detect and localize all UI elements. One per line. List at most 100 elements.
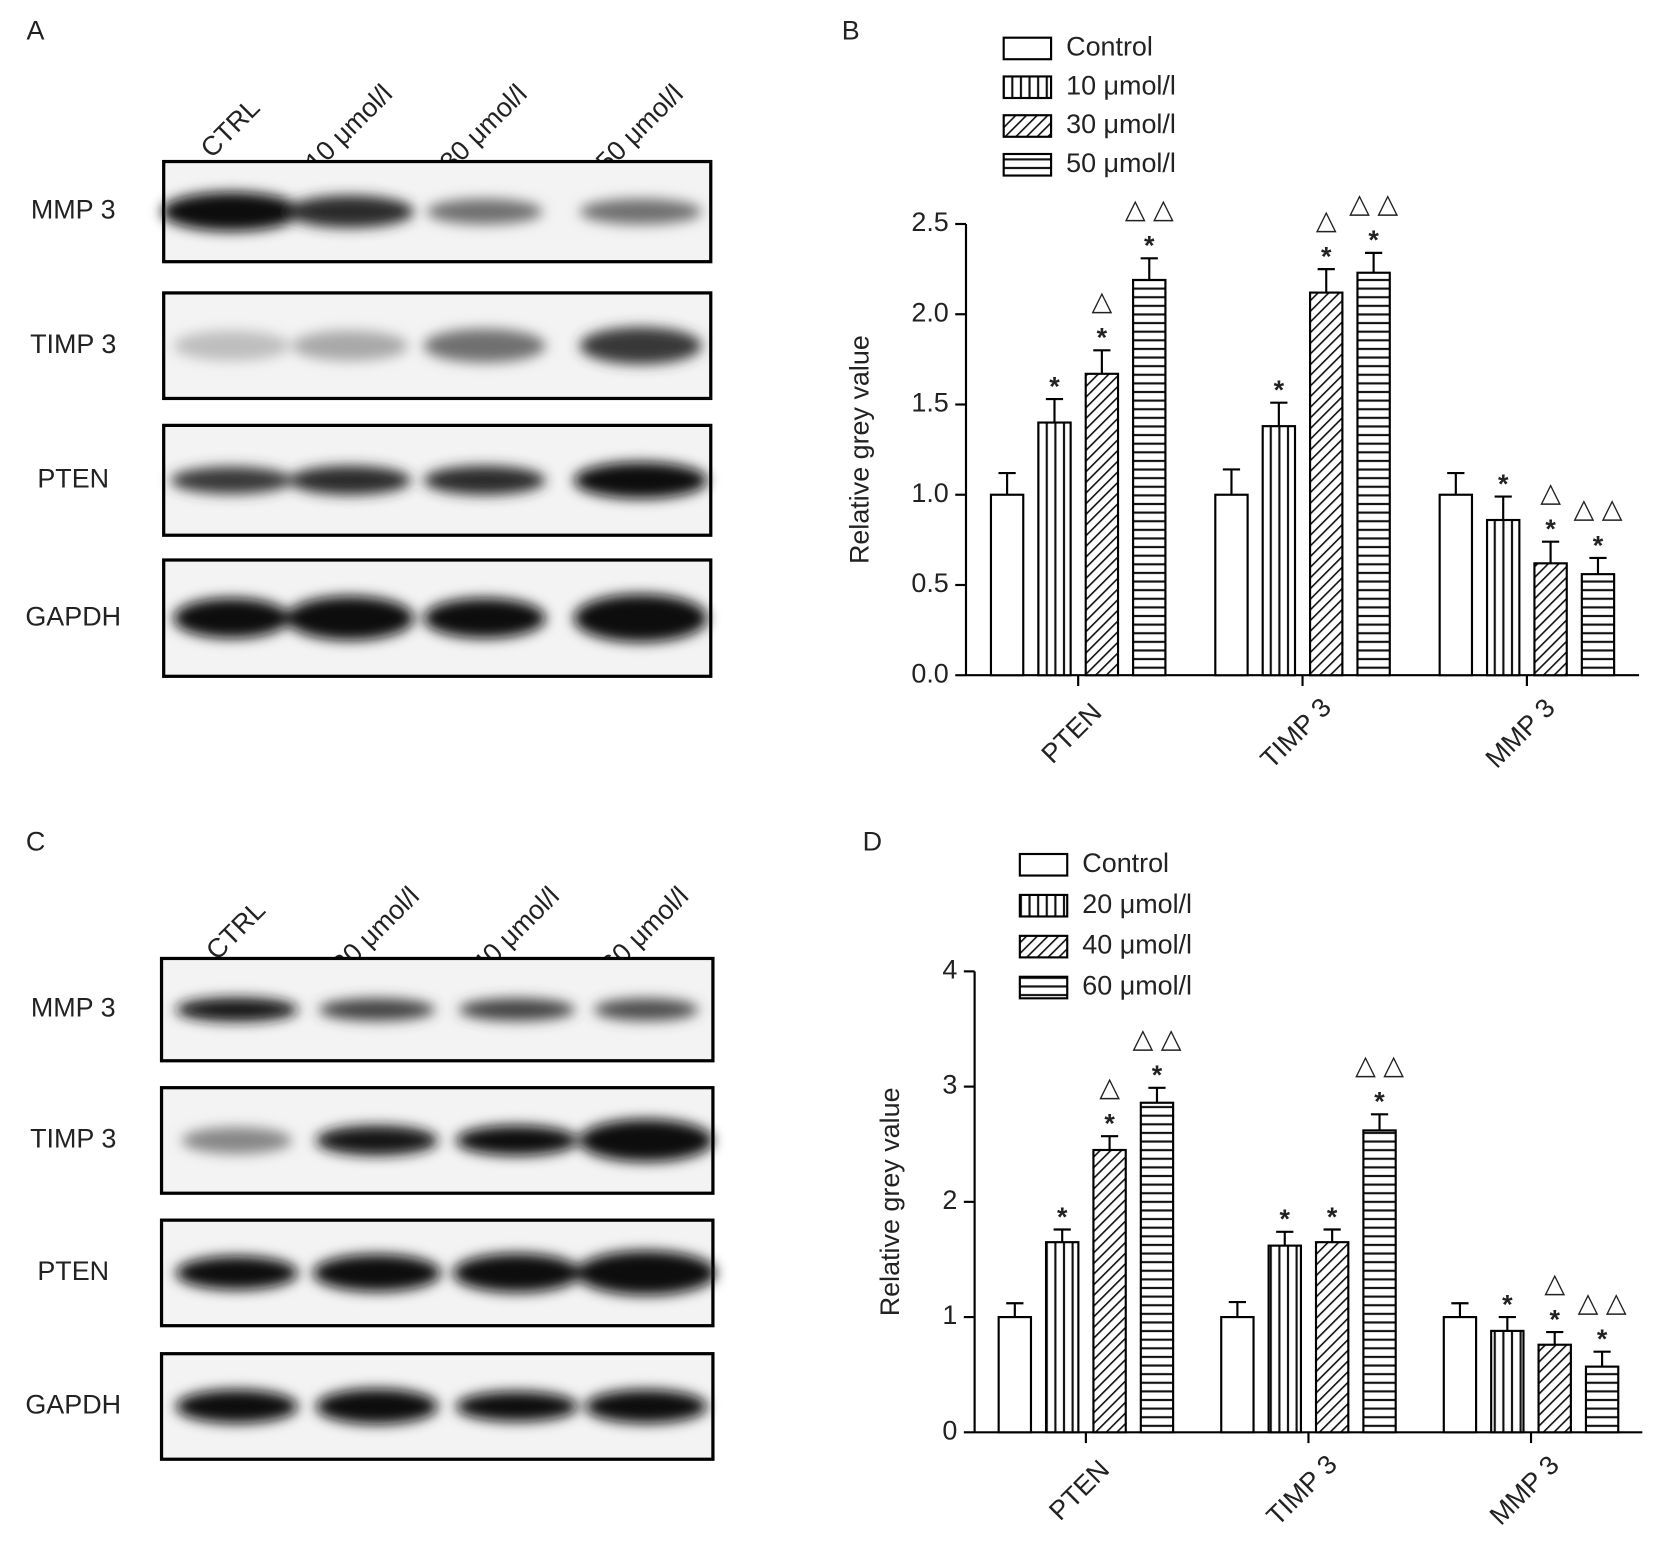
y-tick-label: 1.5: [911, 388, 948, 418]
y-tick-label: 2: [942, 1185, 957, 1215]
legend-swatch: [1018, 975, 1069, 1000]
y-tick-label: 4: [942, 954, 957, 984]
x-tick-label: TIMP 3: [1255, 692, 1337, 774]
row-label: MMP 3: [31, 993, 116, 1023]
significance-triangle: △: [1540, 477, 1561, 507]
band: [285, 596, 415, 641]
panel-letter: D: [863, 826, 882, 856]
row-label: TIMP 3: [30, 329, 116, 359]
bar: [1584, 1365, 1620, 1434]
panel-letter: A: [27, 15, 45, 45]
significance-star: *: [1597, 1324, 1608, 1354]
blot-bands: [175, 997, 699, 1022]
legend-swatch: [1002, 36, 1053, 61]
significance-star: *: [1049, 371, 1060, 401]
y-tick-label: 2.5: [911, 207, 948, 237]
lane-label: CTRL: [195, 92, 266, 163]
legend-label: 20 μmol/l: [1082, 889, 1192, 919]
bar: [989, 493, 1025, 677]
band: [181, 1127, 293, 1154]
legend-label: 30 μmol/l: [1066, 109, 1176, 139]
y-tick-label: 1: [942, 1300, 957, 1330]
bar: [1537, 1343, 1572, 1434]
significance-star: *: [1321, 241, 1332, 271]
row-label: MMP 3: [31, 195, 116, 225]
blot-bands: [175, 1388, 708, 1425]
band: [455, 1391, 579, 1422]
bar: [997, 1316, 1033, 1434]
significance-star: *: [1152, 1060, 1163, 1090]
band: [423, 598, 546, 639]
band: [291, 330, 409, 361]
x-tick-label: MMP 3: [1484, 1450, 1565, 1531]
band: [312, 1254, 441, 1292]
y-tick-label: 0.0: [911, 658, 948, 688]
row-label: TIMP 3: [30, 1124, 116, 1154]
band: [576, 1250, 717, 1296]
bar: [1580, 573, 1616, 677]
legend-swatch: [1018, 893, 1069, 918]
legend-swatch: [1002, 114, 1053, 138]
legend-swatch: [1002, 75, 1053, 100]
bar: [1084, 372, 1120, 677]
significance-triangle: △ △: [1355, 1050, 1404, 1080]
bar: [1092, 1148, 1127, 1434]
bar: [1139, 1101, 1175, 1434]
x-tick-label: MMP 3: [1480, 693, 1561, 774]
significance-star: *: [1502, 1289, 1513, 1319]
legend-label: Control: [1082, 848, 1169, 878]
band: [573, 461, 708, 499]
band: [585, 1389, 708, 1424]
lane-label: CTRL: [200, 895, 271, 966]
significance-triangle: △ △: [1133, 1023, 1182, 1053]
significance-star: *: [1549, 1304, 1560, 1334]
band: [452, 1253, 581, 1293]
bar: [1214, 493, 1249, 677]
band: [285, 195, 415, 228]
significance-star: *: [1097, 323, 1108, 353]
y-tick-label: 2.0: [911, 297, 948, 327]
blot-bands: [175, 1250, 717, 1296]
significance-triangle: △: [1099, 1072, 1120, 1102]
legend-swatch: [1018, 934, 1069, 959]
bar: [1438, 493, 1474, 677]
band: [170, 466, 293, 494]
band: [315, 1125, 439, 1156]
band: [173, 598, 290, 639]
bar: [1485, 518, 1521, 677]
band: [593, 998, 699, 1021]
panel-letter: C: [26, 826, 45, 856]
bar: [1442, 1316, 1478, 1434]
significance-triangle: △ △: [1125, 194, 1174, 224]
legend-label: 60 μmol/l: [1082, 971, 1192, 1001]
legend-label: 50 μmol/l: [1066, 148, 1176, 178]
band: [579, 1119, 714, 1162]
blot-bands: [170, 461, 708, 499]
significance-star: *: [1545, 514, 1556, 544]
row-label: PTEN: [37, 1256, 109, 1286]
bar: [1308, 291, 1344, 677]
bar: [1037, 421, 1072, 677]
significance-star: *: [1327, 1202, 1338, 1232]
band: [579, 198, 702, 225]
bar: [1362, 1129, 1397, 1434]
significance-triangle: △ △: [1574, 494, 1623, 524]
bar: [1314, 1241, 1350, 1434]
band: [579, 327, 702, 365]
significance-triangle: △: [1092, 286, 1113, 316]
significance-star: *: [1280, 1204, 1291, 1234]
significance-triangle: △: [1544, 1268, 1565, 1298]
legend-label: 40 μmol/l: [1082, 930, 1192, 960]
x-tick-label: PTEN: [1035, 697, 1107, 769]
significance-triangle: △ △: [1578, 1287, 1627, 1317]
bar: [1044, 1241, 1080, 1434]
legend-swatch: [1002, 152, 1053, 177]
y-axis-title: Relative grey value: [845, 335, 875, 564]
blot-bands: [161, 191, 702, 232]
band: [423, 328, 546, 363]
band: [458, 998, 576, 1021]
significance-triangle: △: [1316, 205, 1337, 235]
significance-star: *: [1057, 1202, 1068, 1232]
band: [161, 191, 302, 232]
